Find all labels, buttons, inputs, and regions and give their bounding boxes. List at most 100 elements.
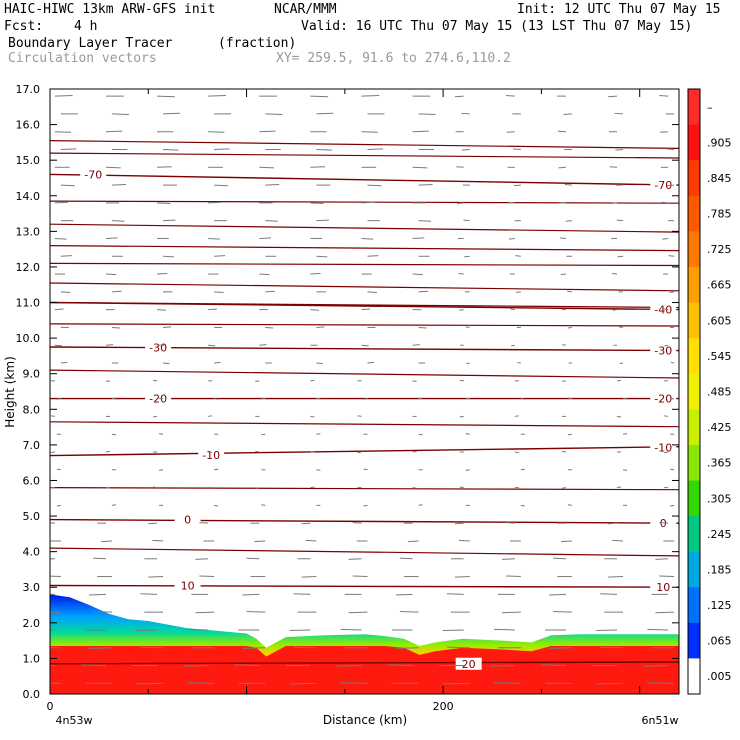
wind-vector [310, 379, 315, 382]
valid-time: Valid: 16 UTC Thu 07 May 15 (13 LST Thu … [301, 19, 693, 34]
wind-vector [159, 433, 164, 435]
colorbar-swatch [688, 373, 700, 410]
y-tick-label: 1.0 [23, 652, 41, 665]
wind-vector [60, 291, 71, 293]
wind-vector [505, 575, 521, 578]
wind-vector [367, 148, 383, 150]
wind-vector [183, 665, 209, 667]
wind-vector [50, 611, 61, 613]
wind-vector [208, 201, 222, 204]
wind-vector [412, 166, 428, 169]
wind-vector [502, 611, 521, 614]
wind-vector [60, 148, 77, 150]
wind-vector [463, 219, 470, 222]
tracer-field [50, 594, 679, 694]
wind-vector [412, 487, 417, 489]
y-tick-label: 3.0 [23, 581, 41, 594]
colorbar-label: .065 [707, 635, 732, 648]
org-label: NCAR/MMM [274, 2, 337, 17]
wind-vector [208, 451, 213, 454]
colorbar-swatch [688, 195, 700, 232]
wind-vector [89, 593, 106, 596]
wind-vector [367, 291, 377, 293]
wind-vector [395, 593, 413, 596]
wind-vector [361, 237, 374, 240]
isotherm-label-bg [455, 657, 482, 670]
wind-vector [361, 95, 380, 97]
wind-vector [246, 611, 266, 613]
wind-vector [459, 415, 464, 418]
wind-vector [89, 647, 112, 649]
wind-vector [157, 272, 168, 275]
wind-vector [608, 576, 624, 578]
colorbar-label: .185 [707, 563, 732, 576]
wind-vector [259, 237, 272, 239]
wind-vector [464, 255, 470, 258]
wind-vector [316, 219, 329, 222]
wind-vector [395, 647, 419, 649]
circulation-vectors [50, 95, 675, 685]
plot-axes: 0.0 1.0 2.0 3.0 4.0 5.0 6.0 7.0 8.0 9.0 10.0 11.0 12… [3, 83, 680, 727]
x-axis-label: Distance (km) [323, 713, 407, 727]
colorbar: – .905 .845 .785 .725 .665 .605 .545 .485 .425 .36… [687, 88, 732, 695]
wind-vector [617, 255, 624, 258]
wind-vector [412, 273, 423, 276]
wind-vector [667, 184, 675, 187]
isotherm-label-bg [650, 179, 677, 192]
colorbar-label: .305 [707, 492, 732, 505]
wind-vector [214, 148, 230, 150]
cross-section-coords: XY= 259.5, 91.6 to 274.6,110.2 [276, 51, 511, 66]
wind-vector [367, 361, 374, 364]
wind-vector [465, 326, 470, 328]
wind-vector [305, 539, 317, 542]
wind-vector [152, 539, 164, 542]
colorbar-swatch [688, 622, 700, 659]
isotherm-label-bg [650, 392, 677, 405]
wind-vector [163, 219, 176, 222]
wind-vector [490, 665, 515, 667]
wind-vector [259, 130, 276, 133]
isotherm-label: -20 [149, 393, 167, 406]
wind-vector [261, 397, 266, 400]
isotherm-line [50, 547, 679, 557]
wind-vector [560, 237, 566, 239]
wind-vector [387, 664, 413, 667]
wind-vector [513, 148, 521, 150]
colorbar-label: .725 [707, 243, 732, 256]
colorbar-swatch [688, 124, 700, 161]
y-tick-label: 7.0 [23, 439, 41, 452]
isotherm-label-bg [145, 341, 172, 354]
wind-vector [664, 415, 669, 417]
wind-vector [458, 539, 470, 542]
wind-vector [418, 326, 427, 329]
wind-vector [669, 291, 675, 293]
wind-vector [668, 255, 675, 257]
wind-vector [60, 255, 72, 257]
wind-vector [255, 380, 260, 382]
wind-vector [513, 184, 521, 187]
wind-vector [289, 629, 311, 632]
wind-vector [105, 344, 114, 346]
wind-vector [616, 379, 622, 382]
wind-vector [611, 272, 618, 275]
isotherm-line [50, 262, 679, 267]
wind-vector [508, 201, 515, 204]
wind-vector [316, 112, 334, 115]
wind-vector [461, 112, 470, 115]
wind-vector [111, 220, 125, 222]
wind-vector [664, 451, 669, 454]
colorbar-label: .485 [707, 386, 732, 399]
wind-vector [255, 450, 260, 453]
wind-vector [510, 308, 515, 311]
wind-vector [399, 611, 419, 613]
wind-vector [516, 291, 521, 293]
wind-vector [54, 201, 69, 204]
wind-vector [412, 237, 425, 239]
wind-vector [610, 202, 618, 204]
isotherm-line [50, 369, 679, 379]
wind-vector [242, 593, 260, 596]
wind-vector [541, 664, 566, 667]
isotherm-label: -70 [84, 168, 102, 181]
wind-vector [608, 522, 618, 525]
wind-vector [105, 380, 111, 382]
